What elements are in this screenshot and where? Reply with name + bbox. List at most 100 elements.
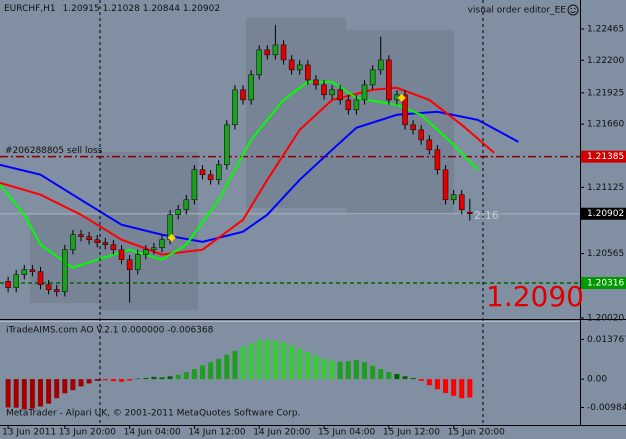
candle-body <box>232 89 238 126</box>
candle-body <box>410 124 416 131</box>
copyright: MetaTrader - Alpari UK, © 2001-2011 Meta… <box>6 409 300 419</box>
candle-body <box>288 59 295 71</box>
candle-body <box>402 94 408 126</box>
candle-body <box>21 269 28 275</box>
bar <box>451 379 457 396</box>
bar <box>208 362 214 380</box>
y-tick-label: 1.20020 <box>587 314 624 324</box>
x-tick-label: 15 Jun 12:00 <box>383 428 440 438</box>
candle-body <box>345 99 352 111</box>
y-tick-label: 1.21925 <box>587 88 624 98</box>
candle-body <box>337 89 343 101</box>
bar <box>62 379 68 394</box>
y-tick-label: 0.013767 <box>587 335 626 345</box>
candle-body <box>224 124 230 166</box>
y-tick-label: 1.21125 <box>587 183 624 193</box>
bar <box>329 360 335 380</box>
candle-body <box>70 234 76 250</box>
candle-body <box>191 169 198 201</box>
bar <box>38 379 44 407</box>
candle-body <box>134 254 141 270</box>
x-tick-label: 14 Jun 12:00 <box>188 428 245 438</box>
candle-body <box>86 236 92 240</box>
candle-body <box>426 139 433 151</box>
y-tick-label: 1.20565 <box>587 249 624 259</box>
candle-body <box>353 99 360 111</box>
candle-body <box>377 59 384 71</box>
expert-smiley <box>567 4 579 16</box>
bar <box>159 377 165 380</box>
bar <box>70 379 76 391</box>
bar <box>443 379 449 393</box>
low: 1.20844 <box>143 4 180 14</box>
session-box <box>346 30 454 215</box>
symbol: EURCHF,H1 <box>4 4 56 14</box>
bar <box>191 369 197 380</box>
indicator-title: iTradeAIMS.com AO V.2.1 0.000000 -0.0063… <box>6 326 214 336</box>
candle-body <box>296 64 303 71</box>
session-box <box>246 18 346 208</box>
candle-body <box>272 44 279 56</box>
level-box <box>581 207 626 220</box>
y-tick-label: 1.21660 <box>587 120 624 130</box>
bar <box>110 379 116 382</box>
bar <box>394 373 400 380</box>
expert-name: visual order editor_EE <box>468 6 567 16</box>
close: 1.20902 <box>183 4 220 14</box>
bar <box>86 379 92 384</box>
bar <box>13 379 19 408</box>
candle-body <box>369 69 376 86</box>
candle-body <box>5 281 11 288</box>
bar <box>167 376 173 380</box>
x-tick-label: 13 Jun 20:00 <box>59 428 116 438</box>
candle-body <box>321 84 327 96</box>
bar <box>46 379 52 404</box>
bar <box>5 379 11 408</box>
high: 1.21028 <box>103 4 140 14</box>
plot: 1.22465 1.22200 1.21925 1.21660 1.21125 1.205… <box>0 24 626 438</box>
candle-body <box>313 79 319 86</box>
bar <box>410 377 416 380</box>
bar <box>240 346 246 380</box>
bar <box>289 345 295 380</box>
candle-body <box>126 259 133 270</box>
bar <box>143 377 149 380</box>
candle-body <box>53 289 60 292</box>
bar <box>200 365 206 380</box>
candle-body <box>110 244 117 250</box>
candle-body <box>45 284 52 290</box>
marker <box>167 233 176 242</box>
bar <box>119 379 125 382</box>
candle-body <box>280 44 287 61</box>
bar <box>264 339 270 380</box>
bar <box>127 379 133 381</box>
candle-body <box>102 242 109 245</box>
bar <box>467 379 473 398</box>
candle-body <box>361 84 368 101</box>
chart-header: EURCHF,H1 1.20915 1.21028 1.20844 1.2090… <box>4 4 220 14</box>
bar <box>321 358 327 380</box>
bar <box>281 342 287 380</box>
bar <box>256 340 262 380</box>
candle-body <box>386 59 392 101</box>
bar <box>54 379 60 399</box>
bar <box>232 350 238 380</box>
candle-body <box>183 199 190 210</box>
candle-body <box>62 249 68 292</box>
bar <box>151 376 157 380</box>
candle-body <box>215 164 222 181</box>
moving-average <box>0 86 495 256</box>
level-label: 1.20902 <box>587 209 624 219</box>
bar <box>402 376 408 380</box>
bar <box>313 355 319 380</box>
candle-body <box>418 129 424 141</box>
candle-body <box>434 149 441 171</box>
bar <box>378 369 384 380</box>
x-tick-label: 14 Jun 04:00 <box>124 428 181 438</box>
candle-body <box>256 49 262 76</box>
level-box <box>581 150 626 163</box>
bar <box>94 379 100 381</box>
candle-body <box>207 174 214 181</box>
